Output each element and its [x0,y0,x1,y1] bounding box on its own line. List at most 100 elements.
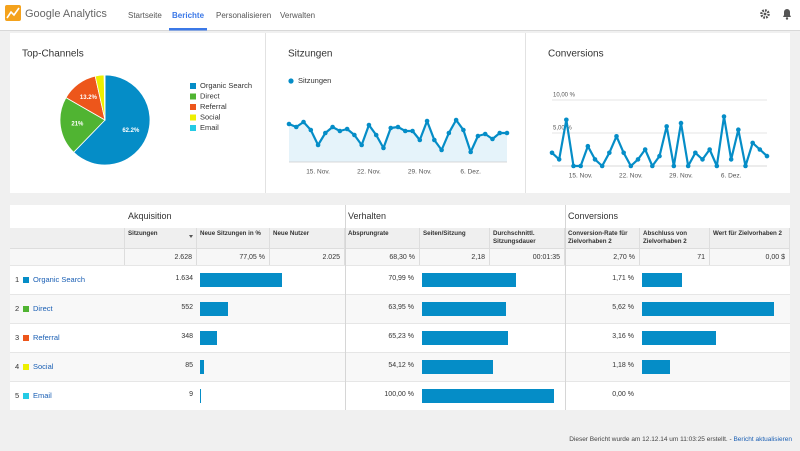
nav-active-underline [169,28,208,31]
table-row [10,381,790,410]
total-value: 0,00 $ [710,248,790,265]
logo-text: Google Analytics [25,8,107,20]
cell-bar [642,330,717,345]
legend-marker [288,78,294,84]
cell-value: 1.634 [175,274,193,282]
nav-item[interactable]: Berichte [172,11,205,20]
point [750,140,755,146]
cell-bar [422,330,509,345]
panel-title: Conversions [548,49,604,60]
cell-value: 65,23 % [388,332,414,340]
nav-item[interactable]: Personalisieren [216,11,271,20]
point [475,133,481,139]
row-rank: 4 [15,361,20,371]
cell-bar [642,301,774,316]
refresh-link[interactable]: Bericht aktualisieren [733,436,792,443]
cell-value: 70,99 % [388,274,414,282]
cell-bar [200,272,283,287]
point [424,118,430,124]
cell-bar [422,359,494,374]
column-header: Durchschnittl. Sitzungsdauer [490,228,565,248]
point [657,153,662,159]
row-name[interactable]: Organic Search [33,274,86,284]
row-swatch [23,276,29,283]
x-tick-label: 29. Nov. [408,169,432,176]
point [721,114,727,119]
point [585,143,591,149]
point [621,150,626,156]
pie-label: 13.2% [80,95,98,101]
total-value: 68,30 % [345,248,420,265]
nav-item[interactable]: Verwalten [280,11,315,20]
column-header: Neue Sitzungen in % [197,228,270,248]
cell-value: 1,71 % [612,274,634,282]
pie-label: 21% [71,121,84,127]
pie-label: 62.2% [122,128,140,134]
point [564,117,569,123]
point [461,127,466,133]
sort-indicator [189,235,193,238]
point [504,130,510,136]
y-tick-label: 10,00 % [553,93,576,99]
x-tick-label: 29. Nov. [669,173,693,180]
row-name[interactable]: Email [33,390,52,400]
report-table: Akquisition Verhalten Conversions Sitzungen… [10,205,790,410]
point [736,127,741,132]
cell-value: 85 [185,361,193,369]
row-name[interactable]: Direct [33,303,53,313]
point [757,147,763,152]
row-swatch [23,305,29,312]
legend-label: Referral [200,102,227,111]
cell-bar [200,330,218,345]
cell-value: 552 [181,303,193,311]
x-tick-label: 6. Dez. [460,169,481,176]
point [308,127,314,133]
total-value: 00:01:35 [490,248,565,265]
cell-value: 348 [181,332,193,340]
notifications-icon[interactable] [783,9,791,20]
legend-swatch [190,93,196,100]
cell-value: 100,00 % [384,390,414,398]
panel-title: Top-Channels [22,49,84,60]
row-swatch [23,392,29,399]
legend-swatch [190,125,196,131]
row-name[interactable]: Referral [33,332,60,342]
point [664,124,669,129]
point [685,163,691,169]
point [432,137,437,143]
totals-cell [10,248,125,265]
legend-label: Organic Search [200,81,252,90]
row-name[interactable]: Social [33,361,54,371]
point [714,163,720,169]
settings-icon[interactable] [760,9,770,19]
cell-bar [200,359,205,374]
cell-bar [642,359,670,374]
point [315,142,321,148]
pie-slice [59,97,106,153]
cell-bar [422,388,554,403]
point [381,145,386,151]
point [650,163,655,169]
footer-text: Dieser Bericht wurde am 12.12.14 um 11:0… [569,436,732,443]
column-header: Conversion-Rate für Zielvorhaben 2 [565,228,640,248]
point [497,130,503,136]
point [388,125,394,131]
x-tick-label: 6. Dez. [721,173,742,180]
total-value: 71 [640,248,710,265]
row-rank: 3 [15,332,20,342]
pie-slice [73,74,151,166]
point [549,150,555,156]
point [417,137,423,143]
legend-label: Social [200,112,221,121]
column-header: Neue Nutzer [270,228,345,248]
point [293,124,299,130]
pie-slice [103,74,106,121]
point [614,134,619,139]
row-swatch [23,363,29,370]
point [678,120,684,126]
point [439,147,444,153]
x-tick-label: 22. Nov. [619,173,643,180]
nav-item[interactable]: Startseite [128,11,162,20]
point [571,163,576,169]
point [693,150,698,156]
